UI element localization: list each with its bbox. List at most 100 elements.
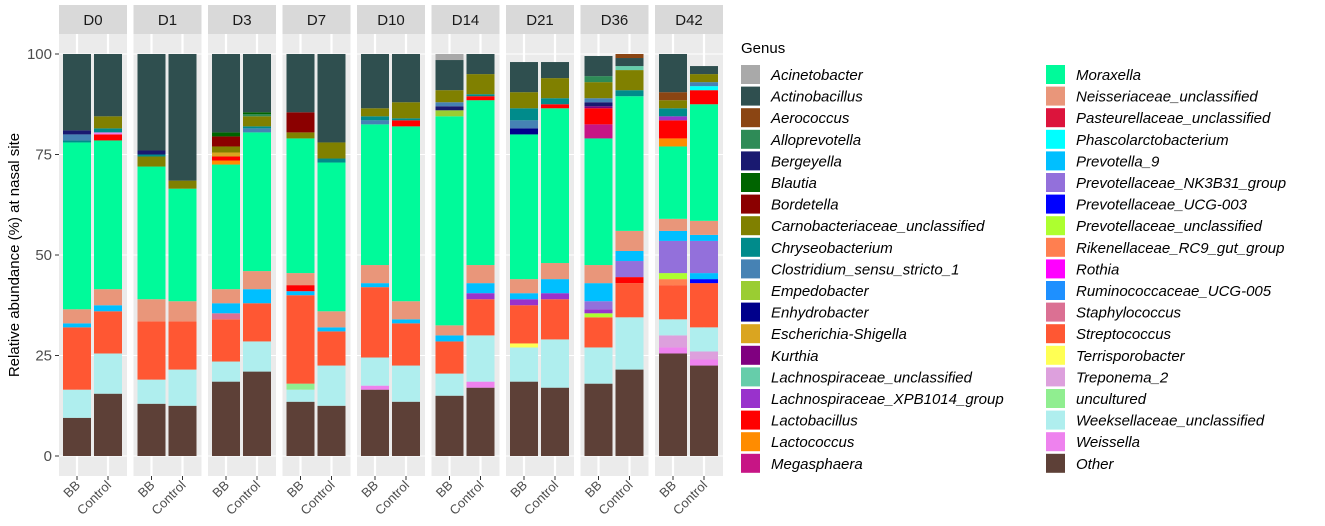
- legend-key: [741, 173, 760, 192]
- bar-segment-neisseriaceae-unclassified: [361, 265, 389, 284]
- bar-segment-carnobacteriaceae-unclassified: [690, 74, 718, 83]
- bar-segment-carnobacteriaceae-unclassified: [584, 82, 613, 99]
- legend-label: Megasphaera: [771, 456, 863, 473]
- bar-segment-moraxella: [541, 108, 569, 264]
- bar-segment-prevotella-9: [435, 335, 464, 342]
- legend-item: Alloprevotella: [741, 129, 861, 149]
- bar-segment-carnobacteriaceae-unclassified: [392, 102, 420, 119]
- bar-segment-carnobacteriaceae-unclassified: [94, 116, 122, 129]
- bar-segment-bordetella: [212, 136, 240, 147]
- bar-segment-prevotellaceae-nk3b31-group: [690, 240, 718, 274]
- bar-segment-other: [243, 371, 271, 456]
- legend-label: Pasteurellaceae_unclassified: [1076, 110, 1271, 127]
- facet-strip-d3: [208, 5, 276, 34]
- bar-segment-carnobacteriaceae-unclassified: [435, 90, 464, 103]
- bar-segment-treponema-2: [690, 351, 718, 360]
- bar-segment-weeksellaceae-unclassified: [690, 327, 718, 352]
- bar-segment-clostridium-sensu-stricto-1: [435, 102, 464, 107]
- bar-segment-chryseobacterium: [510, 108, 538, 121]
- bar-segment-neisseriaceae-unclassified: [212, 289, 240, 304]
- facet-label-d10: D10: [377, 12, 405, 29]
- bar-segment-carnobacteriaceae-unclassified: [243, 116, 271, 127]
- bar-segment-neisseriaceae-unclassified: [435, 325, 464, 336]
- legend-label: Blautia: [771, 175, 817, 192]
- bar-segment-moraxella: [361, 124, 389, 266]
- bar-segment-actinobacillus: [361, 54, 389, 109]
- bar-segment-lactobacillus: [94, 134, 122, 141]
- bar-segment-other: [466, 387, 495, 456]
- bar-segment-prevotella-9: [243, 289, 271, 304]
- bar-segment-streptococcus: [243, 303, 271, 342]
- legend-item: Empedobacter: [741, 281, 870, 300]
- bar-segment-neisseriaceae-unclassified: [541, 263, 569, 280]
- x-tick-label: BB: [656, 478, 679, 501]
- x-tick-label: Control: [74, 477, 114, 517]
- legend-item: Streptococcus: [1046, 324, 1172, 344]
- bar-segment-carnobacteriaceae-unclassified: [168, 180, 197, 189]
- bar-segment-lactococcus: [212, 160, 240, 165]
- bar-segment-lachnospiraceae-unclassified: [615, 66, 644, 71]
- legend-item: Prevotellaceae_unclassified: [1046, 216, 1263, 236]
- bar-segment-prevotellaceae-nk3b31-group: [615, 261, 644, 278]
- legend-item: Phascolarctobacterium: [1046, 129, 1229, 149]
- bar-segment-neisseriaceae-unclassified: [466, 265, 495, 284]
- bar-segment-aerococcus: [615, 54, 644, 59]
- bar-segment-prevotella-9: [361, 283, 389, 288]
- bar-segment-actinobacillus: [615, 58, 644, 67]
- legend-key: [741, 432, 760, 452]
- bar-segment-weeksellaceae-unclassified: [317, 365, 346, 406]
- bar-segment-lactobacillus: [615, 277, 644, 284]
- bar-segment-weeksellaceae-unclassified: [392, 365, 420, 402]
- bar-segment-lachnospiraceae-xpb1014-group: [510, 299, 538, 306]
- legend-label: Acinetobacter: [770, 67, 864, 84]
- bar-segment-clostridium-sensu-stricto-1: [690, 82, 718, 87]
- legend-item: uncultured: [1046, 389, 1147, 408]
- legend-item: Staphylococcus: [1046, 302, 1182, 322]
- bar-segment-escherichia-shigella: [212, 152, 240, 157]
- bar-segment-chryseobacterium: [94, 128, 122, 133]
- legend-label: Neisseriaceae_unclassified: [1076, 89, 1258, 106]
- legend-item: Rikenellaceae_RC9_gut_group: [1046, 237, 1284, 257]
- bar-segment-lactobacillus: [541, 104, 569, 109]
- bar-segment-prevotella-9: [690, 273, 718, 280]
- bar-segment-other: [212, 381, 240, 456]
- legend-label: Lachnospiraceae_unclassified: [771, 369, 973, 386]
- bar-segment-neisseriaceae-unclassified: [690, 220, 718, 235]
- x-tick-label: BB: [209, 478, 232, 501]
- bar-segment-moraxella: [137, 166, 166, 300]
- legend-label: Prevotellaceae_unclassified: [1076, 218, 1263, 235]
- legend-label: Phascolarctobacterium: [1076, 132, 1229, 149]
- bar-segment-moraxella: [63, 142, 91, 310]
- legend-key: [1046, 129, 1065, 149]
- bar-segment-bergeyella: [435, 106, 464, 111]
- legend-label: Terrisporobacter: [1076, 348, 1186, 365]
- legend-key: [1046, 453, 1065, 473]
- bar-segment-streptococcus: [510, 305, 538, 344]
- bar-d10-control: [392, 54, 420, 456]
- legend-item: Lactobacillus: [741, 410, 858, 430]
- bar-segment-clostridium-sensu-stricto-1: [63, 134, 91, 141]
- legend-item: Lachnospiraceae_XPB1014_group: [741, 389, 1004, 408]
- bar-segment-weeksellaceae-unclassified: [63, 389, 91, 418]
- legend-key: [741, 151, 760, 171]
- bar-segment-actinobacillus: [541, 62, 569, 79]
- bar-segment-neisseriaceae-unclassified: [286, 273, 315, 286]
- bar-segment-other: [168, 405, 197, 456]
- bar-segment-moraxella: [392, 126, 420, 302]
- bar-segment-moraxella: [212, 164, 240, 290]
- legend-item: Acinetobacter: [741, 65, 864, 84]
- bar-segment-other: [541, 387, 569, 456]
- legend-key: [1046, 216, 1065, 236]
- bar-segment-weeksellaceae-unclassified: [212, 361, 240, 382]
- bar-segment-actinobacillus: [510, 62, 538, 93]
- legend-key: [1046, 389, 1065, 408]
- bar-d7-bb: [286, 54, 315, 456]
- bar-segment-weeksellaceae-unclassified: [510, 347, 538, 382]
- bar-segment-actinobacillus: [94, 54, 122, 117]
- x-tick-label: Control: [670, 477, 710, 517]
- bar-segment-neisseriaceae-unclassified: [392, 301, 420, 320]
- bar-segment-actinobacillus: [286, 54, 315, 113]
- bar-segment-bergeyella: [63, 130, 91, 135]
